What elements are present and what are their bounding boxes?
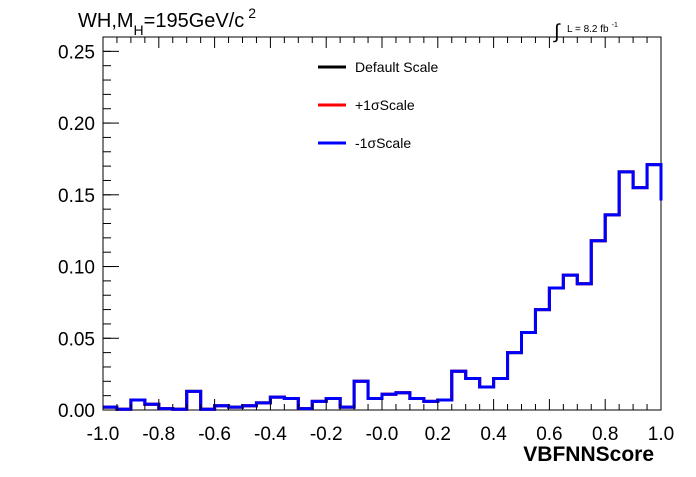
legend: Default Scale +1σScale -1σScale	[318, 59, 438, 151]
x-tick-label: 0.8	[592, 424, 618, 445]
series-layer	[103, 163, 663, 411]
legend-label-2: -1σScale	[355, 135, 411, 151]
x-tick-label: -1.0	[87, 424, 120, 445]
x-tick-label: 0.2	[425, 424, 451, 445]
lumi-integral-symbol: ∫	[553, 21, 561, 43]
x-tick-label: -0.6	[198, 424, 231, 445]
x-tick-label: 0.6	[536, 424, 562, 445]
x-tick-label: -0.8	[142, 424, 175, 445]
chart-title-main: WH,M	[78, 10, 134, 32]
chart-title-rest: =195GeV/c	[144, 10, 245, 32]
lumi-text: L = 8.2 fb	[567, 24, 609, 35]
chart-title-subscript: H	[134, 22, 144, 38]
x-tick-label: -0.2	[310, 424, 343, 445]
chart-title-superscript: 2	[248, 5, 256, 21]
x-axis-label: VBFNNScore	[523, 443, 654, 466]
legend-label-0: Default Scale	[355, 59, 438, 75]
chart-title: WH,MH=195GeV/c 2	[78, 5, 256, 38]
series-line-1	[103, 163, 663, 411]
x-tick-label: -0.4	[254, 424, 287, 445]
lumi-label: L = 8.2 fb -1	[567, 22, 618, 35]
series-line-0	[103, 163, 663, 411]
y-tick-label: 0.00	[58, 401, 95, 422]
y-tick-label: 0.15	[58, 186, 95, 207]
lumi-superscript: -1	[612, 22, 618, 29]
y-tick-label: 0.25	[58, 42, 95, 63]
x-tick-label: 0.4	[480, 424, 507, 445]
legend-label-1: +1σScale	[355, 97, 415, 113]
plot-frame	[102, 36, 662, 411]
y-tick-label: 0.10	[58, 258, 95, 279]
ticks-layer	[102, 36, 662, 411]
tick-labels-layer: -1.0 -0.8 -0.6 -0.4 -0.2 -0.0 0.2 0.4 0.6 0.8 1.0 0…	[58, 42, 674, 445]
y-tick-label: 0.05	[58, 329, 95, 350]
x-tick-label: 1.0	[648, 424, 674, 445]
x-tick-label: -0.0	[366, 424, 399, 445]
y-tick-label: 0.20	[58, 114, 95, 135]
series-line-2	[103, 163, 663, 411]
